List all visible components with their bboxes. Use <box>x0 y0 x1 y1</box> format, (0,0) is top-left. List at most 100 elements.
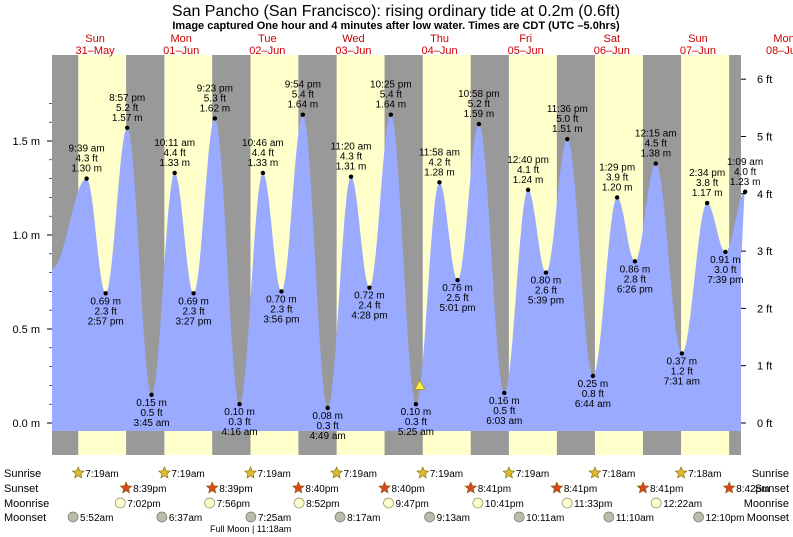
moonset-time: 12:10pm <box>706 513 745 524</box>
low-tide-label: 0.25 m <box>578 379 609 390</box>
day-of-week-label: Mon <box>773 33 793 45</box>
right-axis-label: 5 ft <box>757 131 772 143</box>
high-tide-label: 5.2 ft <box>116 103 138 114</box>
day-date-label: 02–Jun <box>249 45 285 57</box>
sunset-time: 8:41pm <box>478 484 511 495</box>
high-tide-label: 11:58 am <box>419 147 460 158</box>
high-tide-marker <box>614 195 620 200</box>
low-tide-marker <box>679 351 685 356</box>
low-tide-label: 1.2 ft <box>671 366 693 377</box>
high-tide-label: 10:25 pm <box>370 80 412 91</box>
low-tide-label: 0.08 m <box>312 411 343 422</box>
low-tide-label: 0.8 ft <box>582 389 604 400</box>
high-tide-label: 1.28 m <box>424 167 455 178</box>
high-tide-label: 12:15 am <box>635 129 677 140</box>
low-tide-label: 0.5 ft <box>493 406 515 417</box>
row-label-left-sunset: Sunset <box>4 483 38 495</box>
sunrise-time: 7:19am <box>85 469 118 480</box>
sunrise-icon <box>71 466 85 479</box>
sunrise-time: 7:19am <box>171 469 204 480</box>
day-of-week-label: Sun <box>688 33 708 45</box>
sunset-time: 8:40pm <box>305 484 338 495</box>
sunrise-icon <box>416 466 430 479</box>
low-tide-label: 2.5 ft <box>446 293 468 304</box>
high-tide-label: 1:09 am <box>727 157 763 168</box>
axes: 0.0 m 0.5 m 1.0 m 1.5 m 0 ft 1 ft 2 ft 3 ft 4 ft… <box>12 74 772 430</box>
moonrise-icon <box>114 497 126 509</box>
right-axis-label: 6 ft <box>757 74 772 86</box>
high-tide-label: 1:29 pm <box>599 162 635 173</box>
moonset-icon <box>245 511 257 523</box>
sunrise-time: 7:18am <box>688 469 721 480</box>
moon-phase-note: Full Moon | 11:18am <box>210 524 291 534</box>
low-tide-label: 5:39 pm <box>528 296 564 307</box>
low-tide-label: 3:27 pm <box>175 316 211 327</box>
sunrise-icon <box>244 466 257 479</box>
day-of-week-label: Sat <box>604 33 621 45</box>
high-tide-label: 5.0 ft <box>556 114 578 125</box>
low-tide-label: 3:56 pm <box>263 314 299 325</box>
high-tide-label: 1.33 m <box>248 158 279 169</box>
moonset-icon <box>603 511 615 523</box>
high-tide-label: 5.2 ft <box>468 99 490 110</box>
moonset-icon <box>156 511 168 523</box>
low-tide-label: 0.3 ft <box>317 421 339 432</box>
low-tide-label: 0.5 ft <box>140 408 162 419</box>
sunset-icon <box>722 481 736 494</box>
low-tide-marker <box>632 259 638 264</box>
day-date-label: 05–Jun <box>508 45 544 57</box>
high-tide-label: 1.20 m <box>602 182 633 193</box>
high-tide-label: 5.4 ft <box>380 90 402 101</box>
low-tide-label: 4:28 pm <box>351 311 387 322</box>
moonrise-icon <box>650 497 662 509</box>
high-tide-label: 2:34 pm <box>689 168 725 179</box>
high-tide-label: 8:57 pm <box>109 93 145 104</box>
low-tide-label: 0.16 m <box>489 396 520 407</box>
left-axis-label: 0.5 m <box>12 324 40 336</box>
low-tide-label: 0.69 m <box>178 296 209 307</box>
moonset-time: 5:52am <box>80 513 113 524</box>
moonrise-time: 9:47pm <box>396 499 429 510</box>
sunset-icon <box>205 481 219 494</box>
tide-area <box>52 114 746 431</box>
chart-title: San Pancho (San Francisco): rising ordin… <box>172 3 620 20</box>
left-axis-label: 0.0 m <box>12 418 40 430</box>
high-tide-marker <box>124 125 130 131</box>
high-tide-label: 1.23 m <box>730 177 761 188</box>
low-tide-label: 0.76 m <box>442 283 473 294</box>
low-tide-label: 4:16 am <box>221 427 257 438</box>
low-tide-label: 0.70 m <box>266 294 297 305</box>
chart-subtitle: Image captured One hour and 4 minutes af… <box>172 20 620 32</box>
moonset-time: 11:10am <box>616 513 654 524</box>
moonset-icon <box>513 511 525 523</box>
sunset-time: 8:41pm <box>564 484 597 495</box>
high-tide-label: 4.5 ft <box>645 139 667 150</box>
high-tide-marker <box>437 180 442 185</box>
day-date-label: 31–May <box>75 45 115 57</box>
high-tide-marker <box>704 200 710 206</box>
high-tide-marker <box>300 112 306 117</box>
high-tide-label: 1.62 m <box>200 103 231 114</box>
day-of-week-label: Thu <box>430 33 449 45</box>
high-tide-marker <box>476 121 482 127</box>
low-tide-marker <box>723 249 728 255</box>
right-axis-label: 2 ft <box>757 303 772 315</box>
right-axis-label: 1 ft <box>757 361 772 373</box>
low-tide-label: 0.80 m <box>531 276 562 287</box>
high-tide-label: 3.8 ft <box>696 178 718 189</box>
moonrise-time: 10:41pm <box>485 499 524 510</box>
day-date-label: 08–Jun <box>766 45 793 57</box>
low-tide-label: 5:01 pm <box>439 303 475 314</box>
sunset-time: 8:39pm <box>133 484 166 495</box>
high-tide-label: 4.2 ft <box>428 157 450 168</box>
moonset-icon <box>424 511 435 523</box>
high-tide-label: 4.4 ft <box>164 148 186 159</box>
sunrise-time: 7:19am <box>344 469 377 480</box>
low-tide-label: 0.86 m <box>620 264 651 275</box>
high-tide-label: 10:46 am <box>242 138 284 149</box>
low-tide-label: 0.10 m <box>224 407 255 418</box>
low-tide-label: 0.69 m <box>90 296 121 307</box>
sunset-icon <box>464 481 478 494</box>
moonset-time: 8:17am <box>347 513 380 524</box>
